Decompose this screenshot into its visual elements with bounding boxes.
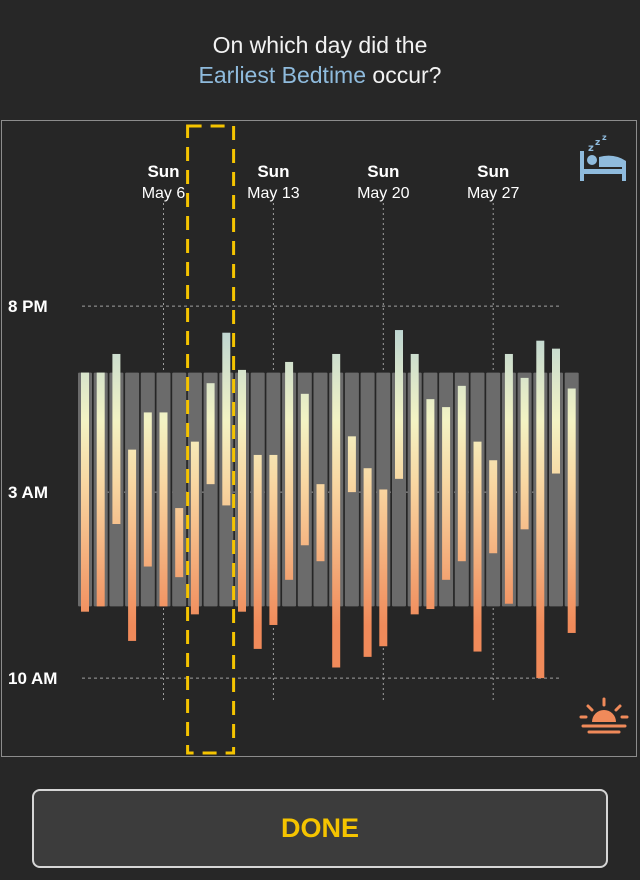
sleep-bar[interactable] [238, 369, 246, 612]
sleep-bar[interactable] [300, 393, 309, 546]
svg-text:z: z [602, 133, 607, 142]
sleep-bar[interactable] [159, 412, 168, 607]
question-line2: Earliest Bedtime occur? [0, 60, 640, 90]
sleep-bar[interactable] [81, 372, 89, 612]
chart-labels: 8 PM 3 AM 10 AM Sun May 6 Sun May 13 Sun May 20 S… [8, 162, 520, 688]
sleep-bar[interactable] [128, 449, 137, 641]
sleep-bar[interactable] [426, 399, 435, 610]
sleep-bar[interactable] [363, 468, 372, 657]
highlighted-day-box[interactable] [186, 124, 236, 755]
sleep-chart[interactable]: 8 PM 3 AM 10 AM Sun May 6 Sun May 13 Sun May 20 S… [2, 121, 636, 756]
sleep-bar[interactable] [379, 489, 388, 647]
sleep-bar[interactable] [316, 484, 325, 562]
svg-text:z: z [588, 143, 594, 154]
sleep-chart-panel[interactable]: 8 PM 3 AM 10 AM Sun May 6 Sun May 13 Sun May 20 S… [1, 120, 637, 757]
x-tick-day: Sun [367, 162, 399, 181]
sleep-bar[interactable] [112, 353, 121, 525]
question-rest: occur? [366, 62, 442, 88]
sleep-bar[interactable] [520, 377, 529, 530]
x-tick-date: May 20 [357, 185, 410, 202]
sleep-bar[interactable] [347, 436, 356, 493]
sleep-bar[interactable] [222, 332, 231, 506]
sleep-bar[interactable] [410, 353, 419, 615]
y-tick-label: 8 PM [8, 297, 48, 316]
x-tick-day: Sun [477, 162, 509, 181]
sleep-bar[interactable] [567, 388, 576, 633]
sleep-bar[interactable] [489, 460, 498, 554]
y-tick-label: 10 AM [8, 669, 57, 688]
x-tick-day: Sun [257, 162, 289, 181]
typical-range-bars [78, 372, 579, 607]
sleep-bar[interactable] [473, 441, 482, 652]
sleep-bar[interactable] [253, 454, 262, 649]
sleep-bar[interactable] [206, 383, 215, 485]
sleep-bar[interactable] [442, 407, 451, 580]
question-title: On which day did the Earliest Bedtime oc… [0, 30, 640, 90]
sleep-bar[interactable] [190, 441, 199, 615]
sunrise-icon [579, 697, 629, 734]
sleep-bar[interactable] [175, 508, 184, 578]
question-line1: On which day did the [212, 32, 428, 58]
sleep-bar[interactable] [395, 330, 403, 479]
done-button[interactable]: DONE [32, 789, 608, 868]
sleep-bar[interactable] [269, 454, 278, 625]
sleep-bar[interactable] [552, 348, 560, 474]
sleep-bars[interactable] [81, 330, 576, 679]
x-tick-date: May 13 [247, 185, 300, 202]
bed-sleep-icon: z z z [580, 133, 626, 181]
x-tick-date: May 6 [142, 185, 186, 202]
sleep-bar[interactable] [457, 385, 466, 562]
y-tick-label: 3 AM [8, 483, 48, 502]
svg-text:z: z [595, 138, 600, 148]
sleep-bar[interactable] [536, 340, 545, 679]
sleep-bar[interactable] [143, 412, 152, 567]
question-accent: Earliest Bedtime [198, 62, 367, 88]
sleep-bar[interactable] [332, 353, 341, 668]
sleep-bar[interactable] [504, 353, 513, 604]
x-tick-date: May 27 [467, 185, 520, 202]
sleep-bar[interactable] [285, 361, 294, 580]
sleep-bar[interactable] [96, 372, 105, 607]
x-tick-day: Sun [147, 162, 179, 181]
